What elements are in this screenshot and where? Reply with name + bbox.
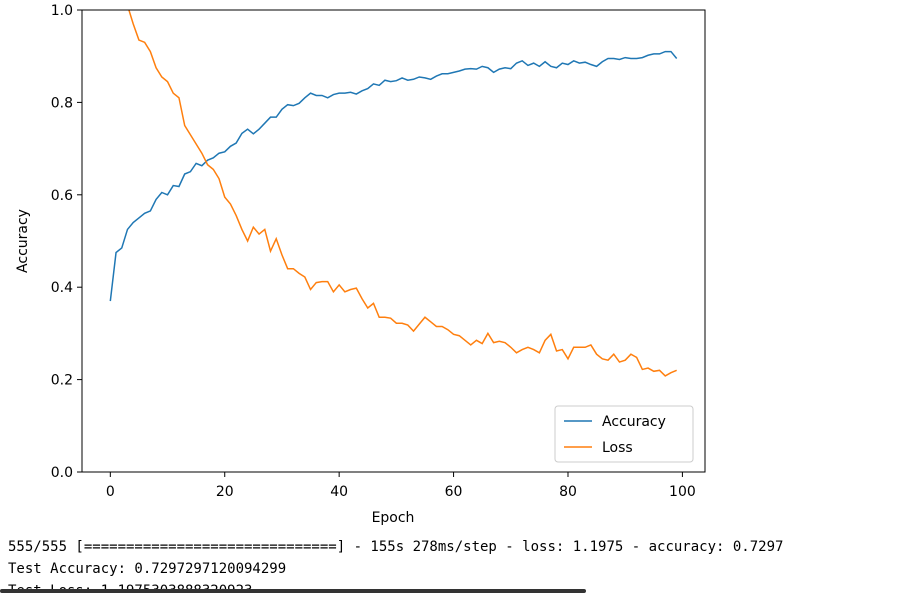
y-axis-label: Accuracy	[15, 209, 31, 273]
x-tick-label: 60	[445, 484, 463, 500]
x-tick-label: 0	[106, 484, 115, 500]
x-axis-label: Epoch	[372, 510, 415, 526]
x-tick-label: 100	[669, 484, 696, 500]
console-line: 555/555 [==============================]…	[8, 539, 784, 555]
y-tick-label: 0.8	[51, 95, 73, 111]
axes-frame	[81, 9, 706, 473]
x-tick-label: 40	[330, 484, 348, 500]
y-tick-label: 0.4	[51, 280, 73, 296]
scrollbar[interactable]	[0, 589, 586, 593]
line-series	[109, 50, 678, 302]
y-tick-label: 0.6	[51, 188, 73, 204]
legend-label: Accuracy	[602, 414, 666, 430]
legend-label: Loss	[602, 440, 633, 456]
legend-box	[554, 405, 694, 463]
console-line: Test Loss: 1.1975303888320923	[8, 583, 253, 593]
x-tick-label: 20	[216, 484, 234, 500]
y-tick-label: 1.0	[51, 3, 73, 19]
plot-area	[109, 10, 678, 377]
y-tick-label: 0.0	[51, 465, 73, 481]
y-tick-label: 0.2	[51, 373, 73, 389]
console-line: Test Accuracy: 0.7297297120094299	[8, 561, 287, 577]
chart: Accuracy Epoch 0 20 40 60 80 100 0.0 0.2 0.4 0.6 0…	[15, 3, 706, 526]
x-tick-label: 80	[559, 484, 577, 500]
line-series	[128, 10, 677, 377]
